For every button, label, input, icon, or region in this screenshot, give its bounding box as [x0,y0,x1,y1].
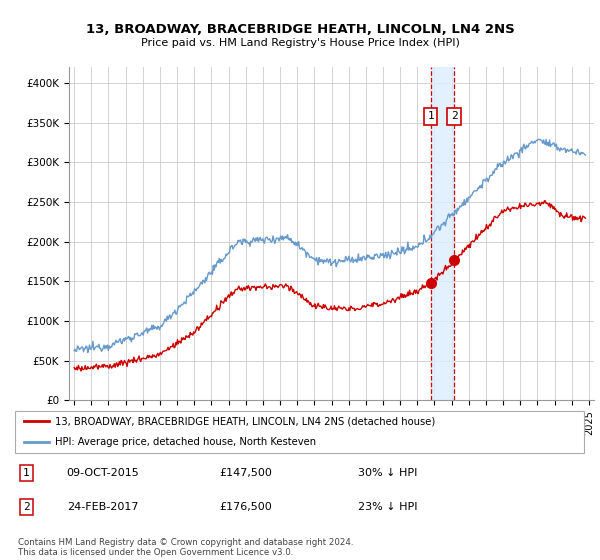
Text: HPI: Average price, detached house, North Kesteven: HPI: Average price, detached house, Nort… [55,437,316,447]
Text: £147,500: £147,500 [220,468,272,478]
Text: 1: 1 [23,468,30,478]
Text: 30% ↓ HPI: 30% ↓ HPI [358,468,417,478]
Text: 13, BROADWAY, BRACEBRIDGE HEATH, LINCOLN, LN4 2NS (detached house): 13, BROADWAY, BRACEBRIDGE HEATH, LINCOLN… [55,416,436,426]
Text: 24-FEB-2017: 24-FEB-2017 [67,502,138,512]
Bar [431,67,454,400]
FancyBboxPatch shape [15,410,584,453]
Text: Contains HM Land Registry data © Crown copyright and database right 2024.
This d: Contains HM Land Registry data © Crown c… [18,538,353,557]
Text: 2: 2 [451,111,458,122]
Text: Price paid vs. HM Land Registry's House Price Index (HPI): Price paid vs. HM Land Registry's House … [140,38,460,48]
Text: 13, BROADWAY, BRACEBRIDGE HEATH, LINCOLN, LN4 2NS: 13, BROADWAY, BRACEBRIDGE HEATH, LINCOLN… [86,22,514,36]
Text: 23% ↓ HPI: 23% ↓ HPI [358,502,417,512]
Text: £176,500: £176,500 [220,502,272,512]
Text: 2: 2 [23,502,30,512]
Text: 1: 1 [427,111,434,122]
Text: 09-OCT-2015: 09-OCT-2015 [67,468,139,478]
